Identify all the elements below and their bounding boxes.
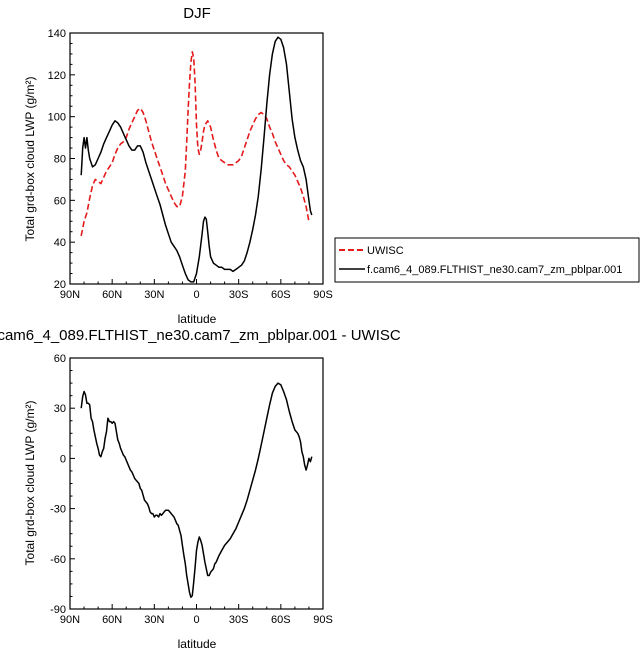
djf-y-ticks: 20 40 60 80 100 120 140 (48, 28, 75, 291)
top-x-tick-label: 60S (271, 289, 291, 301)
bottom-x-tick-label: 90S (313, 614, 333, 626)
bottom-x-tick-label: 30N (144, 614, 164, 626)
bottom-y-tick-label: -90 (50, 604, 66, 616)
diff-y-axis-label: Total grd-box cloud LWP (g/m²) (23, 401, 37, 566)
top-series-line-0 (80, 51, 310, 237)
legend-model-label: f.cam6_4_089.FLTHIST_ne30.cam7_zm_pblpar… (367, 264, 622, 276)
top-y-tick-label: 100 (48, 112, 66, 124)
bottom-y-tick-label: -30 (50, 504, 66, 516)
bottom-x-tick-label: 30S (229, 614, 249, 626)
djf-y-axis-label: Total grd-box cloud LWP (g/m²) (23, 77, 37, 242)
djf-x-axis-label: latitude (178, 312, 217, 326)
legend-uwisc-label: UWISC (367, 245, 404, 257)
bottom-series-line-0 (80, 382, 313, 599)
diff-title: .cam6_4_089.FLTHIST_ne30.cam7_zm_pblpar.… (0, 327, 401, 344)
bottom-x-tick-label: 60N (102, 614, 122, 626)
bottom-x-tick-label: 0 (193, 614, 199, 626)
top-y-tick-label: 80 (54, 154, 66, 166)
top-x-tick-label: 90S (313, 289, 333, 301)
legend-box (334, 237, 640, 283)
top-x-tick-label: 90N (60, 289, 80, 301)
diff-series-group (80, 382, 313, 599)
djf-series-group (80, 36, 313, 283)
bottom-x-tick-label: 60S (271, 614, 291, 626)
bottom-y-tick-label: 60 (54, 353, 66, 365)
legend: UWISC f.cam6_4_089.FLTHIST_ne30.cam7_zm_… (334, 237, 640, 283)
djf-x-ticks: 90N 60N 30N 0 30S 60S 90S (60, 279, 333, 301)
top-y-tick-label: 40 (54, 237, 66, 249)
bottom-y-tick-label: -60 (50, 554, 66, 566)
top-x-tick-label: 0 (193, 289, 199, 301)
top-series-line-1 (80, 36, 313, 283)
djf-title: DJF (183, 5, 211, 22)
top-x-tick-label: 30S (229, 289, 249, 301)
top-y-tick-label: 20 (54, 279, 66, 291)
top-y-tick-label: 140 (48, 28, 66, 40)
bottom-y-tick-label: 30 (54, 403, 66, 415)
djf-plot-frame (69, 32, 324, 285)
diff-x-ticks: 90N 60N 30N 0 30S 60S 90S (60, 604, 333, 626)
diff-panel: .cam6_4_089.FLTHIST_ne30.cam7_zm_pblpar.… (0, 327, 401, 651)
bottom-x-tick-label: 90N (60, 614, 80, 626)
djf-panel: DJF 90N 60N 30N 0 30S 60S 90S 20 40 60 80 100 120 14… (23, 5, 333, 326)
diff-y-ticks: -90 -60 -30 0 30 60 (50, 353, 75, 616)
bottom-y-tick-label: 0 (60, 453, 66, 465)
top-x-tick-label: 60N (102, 289, 122, 301)
diff-x-axis-label: latitude (178, 637, 217, 651)
top-x-tick-label: 30N (144, 289, 164, 301)
top-y-tick-label: 60 (54, 195, 66, 207)
top-y-tick-label: 120 (48, 70, 66, 82)
